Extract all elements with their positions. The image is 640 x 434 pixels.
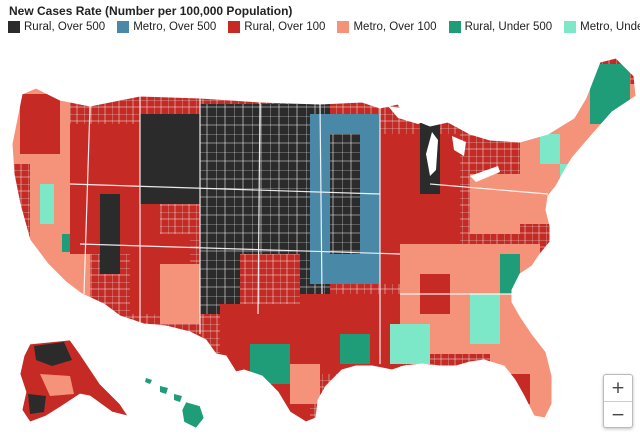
- legend-item-rural-over-100: Rural, Over 100: [228, 21, 325, 33]
- legend-label: Rural, Over 100: [244, 21, 326, 33]
- county-map[interactable]: [0, 44, 640, 434]
- zoom-control: + −: [603, 374, 633, 428]
- legend-item-rural-over-500: Rural, Over 500: [8, 21, 105, 33]
- legend-title: New Cases Rate (Number per 100,000 Popul…: [9, 4, 293, 18]
- legend: Rural, Over 500 Metro, Over 500 Rural, O…: [8, 21, 640, 33]
- legend-item-metro-over-500: Metro, Over 500: [117, 21, 216, 33]
- legend-swatch: [117, 21, 130, 33]
- alaska: [19, 339, 129, 423]
- contiguous-us: [12, 58, 636, 422]
- legend-swatch: [8, 21, 20, 33]
- state-borders: [69, 96, 549, 364]
- legend-label: Rural, Under 500: [464, 21, 553, 33]
- lake-superior: [388, 106, 428, 124]
- legend-item-metro-over-100: Metro, Over 100: [337, 21, 437, 33]
- lake-erie: [470, 166, 500, 182]
- legend-swatch: [337, 21, 350, 33]
- legend-label: Metro, Under 500: [580, 21, 640, 33]
- zoom-in-button[interactable]: +: [610, 378, 626, 398]
- legend-item-metro-under-500: Metro, Under 500: [564, 21, 640, 33]
- legend-label: Metro, Over 500: [133, 21, 217, 33]
- hawaii: [145, 378, 205, 429]
- legend-item-rural-under-500: Rural, Under 500: [448, 21, 553, 33]
- legend-swatch: [564, 21, 577, 33]
- lake-michigan: [426, 132, 438, 176]
- legend-label: Rural, Over 500: [24, 21, 106, 33]
- legend-label: Metro, Over 100: [353, 21, 437, 33]
- zoom-out-button[interactable]: −: [604, 401, 632, 428]
- lake-huron: [452, 136, 466, 156]
- legend-swatch: [448, 21, 461, 33]
- legend-swatch: [228, 21, 241, 33]
